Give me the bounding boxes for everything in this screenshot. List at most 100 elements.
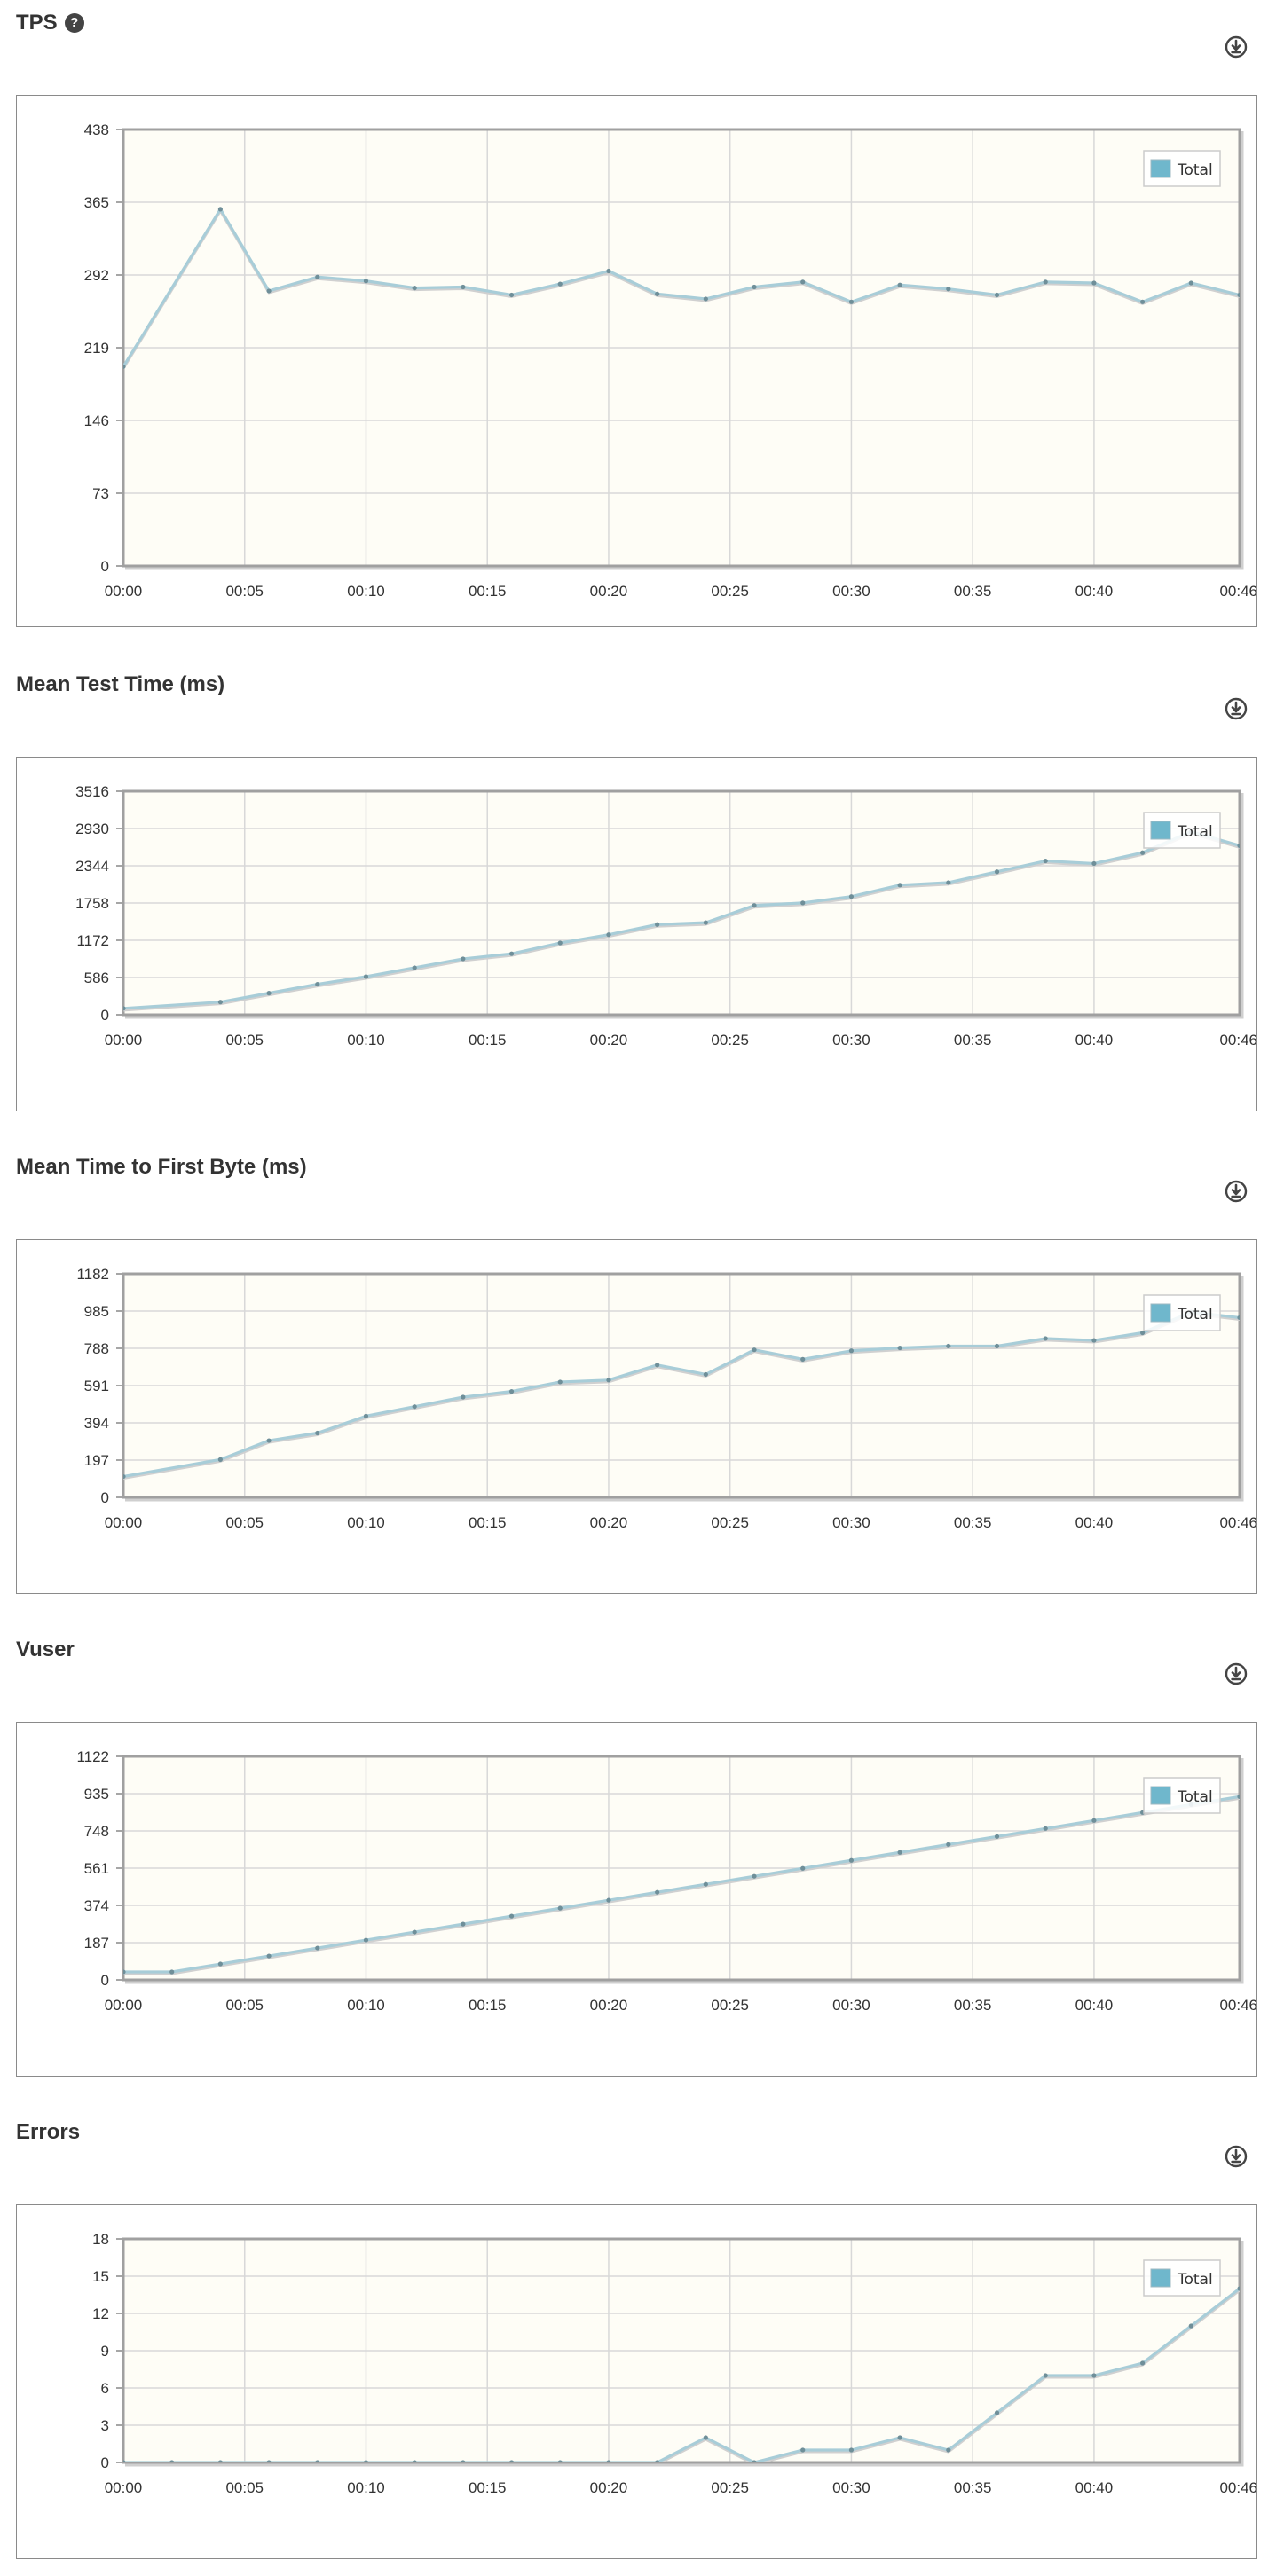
data-point[interactable] [946, 1343, 951, 1349]
data-point[interactable] [1188, 2323, 1193, 2329]
data-point[interactable] [848, 1857, 855, 1863]
data-point[interactable] [606, 932, 611, 938]
data-point[interactable] [1140, 1330, 1146, 1336]
data-point[interactable] [703, 1371, 708, 1378]
data-point[interactable] [994, 292, 1000, 298]
data-point[interactable] [1237, 1315, 1241, 1321]
data-point[interactable] [1140, 850, 1146, 855]
data-point[interactable] [606, 268, 611, 274]
data-point[interactable] [121, 1006, 126, 1011]
data-point[interactable] [1043, 1336, 1048, 1341]
data-point[interactable] [169, 1969, 175, 1975]
download-circle-icon[interactable] [1225, 1180, 1248, 1203]
data-point[interactable] [1091, 280, 1097, 286]
data-point[interactable] [994, 2410, 1000, 2415]
data-point[interactable] [1043, 279, 1048, 285]
data-point[interactable] [217, 1000, 223, 1005]
data-point[interactable] [1237, 2286, 1241, 2291]
data-point[interactable] [461, 1921, 466, 1927]
data-point[interactable] [897, 282, 902, 287]
download-circle-icon[interactable] [1225, 2145, 1248, 2168]
data-point[interactable] [557, 940, 563, 946]
data-point[interactable] [606, 1378, 611, 1383]
download-circle-icon[interactable] [1225, 697, 1248, 720]
data-point[interactable] [217, 1961, 223, 1967]
data-point[interactable] [315, 1430, 320, 1436]
data-point[interactable] [1043, 858, 1048, 864]
data-point[interactable] [1091, 2373, 1097, 2378]
data-point[interactable] [412, 2460, 417, 2464]
data-point[interactable] [508, 1913, 515, 1919]
data-point[interactable] [1091, 860, 1097, 867]
data-point[interactable] [1091, 1338, 1097, 1343]
data-point[interactable] [363, 1413, 369, 1418]
download-circle-icon[interactable] [1225, 1662, 1248, 1685]
data-point[interactable] [800, 1865, 806, 1871]
data-point[interactable] [508, 2460, 515, 2464]
data-point[interactable] [508, 292, 515, 298]
data-point[interactable] [703, 920, 708, 925]
data-point[interactable] [363, 279, 369, 284]
data-point[interactable] [848, 2447, 855, 2453]
data-point[interactable] [606, 2460, 611, 2464]
data-point[interactable] [508, 1389, 515, 1394]
data-point[interactable] [412, 965, 417, 970]
data-point[interactable] [461, 2460, 466, 2464]
data-point[interactable] [266, 2460, 272, 2464]
data-point[interactable] [752, 1347, 757, 1353]
data-point[interactable] [752, 284, 757, 290]
data-point[interactable] [994, 869, 1000, 875]
data-point[interactable] [606, 1897, 611, 1903]
data-point[interactable] [848, 1348, 855, 1354]
data-point[interactable] [655, 922, 660, 927]
data-point[interactable] [1237, 292, 1241, 298]
data-point[interactable] [800, 900, 806, 906]
data-point[interactable] [897, 1345, 902, 1351]
data-point[interactable] [897, 1850, 902, 1855]
data-point[interactable] [557, 1379, 563, 1385]
data-point[interactable] [315, 2460, 320, 2464]
data-point[interactable] [121, 1473, 126, 1480]
data-point[interactable] [412, 1929, 417, 1935]
data-point[interactable] [994, 1343, 1000, 1349]
data-point[interactable] [217, 2460, 223, 2464]
data-point[interactable] [266, 991, 272, 996]
data-point[interactable] [655, 1889, 660, 1895]
data-point[interactable] [1043, 1826, 1048, 1831]
data-point[interactable] [752, 903, 757, 908]
data-point[interactable] [363, 1937, 369, 1943]
data-point[interactable] [800, 1356, 806, 1362]
data-point[interactable] [121, 364, 126, 369]
data-point[interactable] [121, 2460, 126, 2464]
data-point[interactable] [946, 287, 951, 292]
data-point[interactable] [897, 2435, 902, 2440]
data-point[interactable] [363, 974, 369, 979]
data-point[interactable] [315, 274, 320, 279]
data-point[interactable] [655, 291, 660, 296]
data-point[interactable] [848, 299, 855, 304]
data-point[interactable] [363, 2460, 369, 2464]
data-point[interactable] [412, 1404, 417, 1410]
data-point[interactable] [752, 1873, 757, 1879]
data-point[interactable] [266, 1438, 272, 1443]
data-point[interactable] [946, 1842, 951, 1847]
download-circle-icon[interactable] [1225, 35, 1248, 59]
data-point[interactable] [946, 880, 951, 885]
data-point[interactable] [169, 2460, 175, 2464]
question-circle-icon[interactable]: ? [64, 13, 84, 33]
data-point[interactable] [752, 2460, 757, 2464]
data-point[interactable] [897, 883, 902, 888]
data-point[interactable] [557, 281, 563, 287]
data-point[interactable] [461, 956, 466, 962]
data-point[interactable] [461, 284, 466, 290]
data-point[interactable] [1043, 2373, 1048, 2378]
data-point[interactable] [946, 2447, 951, 2453]
data-point[interactable] [121, 1969, 126, 1975]
data-point[interactable] [508, 951, 515, 956]
data-point[interactable] [266, 288, 272, 294]
data-point[interactable] [1140, 2360, 1146, 2366]
data-point[interactable] [217, 1457, 223, 1462]
data-point[interactable] [412, 286, 417, 291]
data-point[interactable] [1140, 299, 1146, 304]
data-point[interactable] [557, 2460, 563, 2464]
